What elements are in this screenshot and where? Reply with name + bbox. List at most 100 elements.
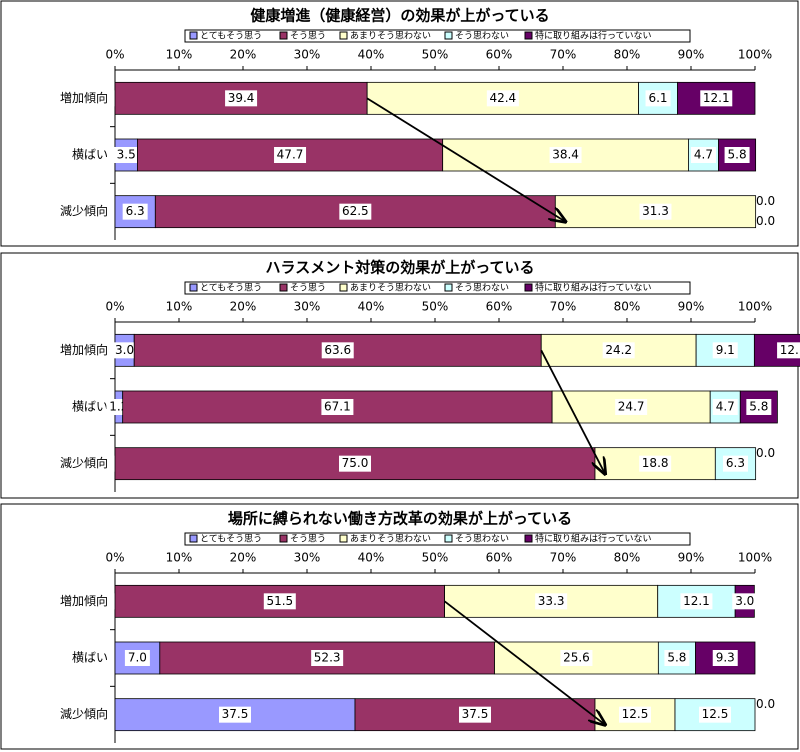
- x-tick-label: 60%: [486, 48, 513, 62]
- label-bg: [549, 147, 582, 163]
- label-bg: [712, 650, 738, 666]
- legend-label: とてもそう思う: [200, 31, 262, 42]
- data-label: 9.1: [716, 343, 735, 357]
- x-tick-label: 0%: [105, 551, 124, 565]
- legend-label: そう思う: [290, 31, 326, 42]
- data-label: 5.8: [667, 651, 686, 665]
- label-bg: [321, 342, 354, 359]
- x-tick-label: 30%: [294, 300, 321, 314]
- label-bg: [602, 342, 635, 359]
- bar-segment: [159, 641, 495, 675]
- panel: [0, 252, 799, 499]
- label-bg: [619, 706, 651, 723]
- x-tick-label: 40%: [358, 551, 385, 565]
- x-tick-label: 50%: [422, 48, 449, 62]
- category-label: 増加傾向: [60, 90, 108, 105]
- chart-title: 健康増進（健康経営）の効果が上がっている: [250, 7, 549, 25]
- label-bg: [746, 399, 772, 415]
- legend-label: そう思う: [290, 534, 326, 545]
- label-bg: [639, 203, 672, 220]
- data-label: 6.1: [648, 91, 667, 105]
- legend: [184, 29, 691, 43]
- data-label: 42.4: [489, 91, 516, 105]
- x-tick-label: 40%: [358, 48, 385, 62]
- legend-swatch: [339, 283, 348, 292]
- data-label: 67.1: [324, 400, 351, 414]
- data-label: 63.6: [324, 343, 351, 357]
- x-tick-label: 10%: [166, 48, 193, 62]
- legend-swatch: [279, 31, 288, 40]
- data-label: 24.7: [618, 400, 645, 414]
- label-bg: [724, 147, 750, 163]
- x-tick-label: 80%: [614, 48, 641, 62]
- label-bg: [680, 593, 713, 610]
- x-tick-label: 70%: [550, 551, 577, 565]
- bar-segment: [695, 641, 756, 675]
- data-label: 12.5: [702, 707, 729, 721]
- legend-label: あまりそう思わない: [350, 534, 431, 545]
- trend-arrow: [540, 349, 605, 473]
- data-label: 6.3: [126, 204, 145, 218]
- legend-label: そう思わない: [455, 283, 509, 294]
- data-label: 18.8: [642, 456, 669, 470]
- data-label: 12.1: [780, 343, 800, 357]
- label-bg: [615, 399, 648, 415]
- data-label: 6.3: [726, 456, 745, 470]
- label-bg: [459, 706, 491, 723]
- label-bg: [732, 593, 758, 610]
- x-tick-label: 80%: [614, 300, 641, 314]
- x-tick-label: 20%: [230, 48, 257, 62]
- data-label: 37.5: [222, 707, 249, 721]
- label-bg: [664, 650, 690, 666]
- data-label: 51.5: [266, 594, 293, 608]
- data-label: 37.5: [462, 707, 489, 721]
- label-bg: [339, 455, 371, 472]
- legend-swatch: [189, 534, 198, 543]
- data-label: 25.6: [563, 651, 590, 665]
- data-label: 3.0: [115, 343, 134, 357]
- data-label: 0.0: [756, 214, 775, 228]
- data-label: 31.3: [642, 204, 669, 218]
- label-bg: [699, 706, 731, 723]
- legend-label: 特に取り組みは行っていない: [535, 533, 652, 545]
- legend-label: とてもそう思う: [200, 283, 262, 294]
- legend-swatch: [444, 31, 453, 40]
- legend-label: そう思う: [290, 283, 326, 294]
- data-label: 12.5: [622, 707, 649, 721]
- label-bg: [219, 706, 251, 723]
- data-label: 4.7: [716, 400, 735, 414]
- label-bg: [339, 203, 372, 220]
- legend-swatch: [279, 534, 288, 543]
- data-label: 33.3: [538, 594, 565, 608]
- panel: [0, 0, 799, 247]
- x-tick-label: 50%: [422, 300, 449, 314]
- legend-label: とてもそう思う: [200, 534, 262, 545]
- legend-label: あまりそう思わない: [350, 283, 431, 294]
- category-label: 増加傾向: [60, 593, 108, 608]
- chart-title: ハラスメント対策の効果が上がっている: [266, 259, 535, 277]
- data-label: 5.8: [728, 148, 747, 162]
- label-bg: [311, 650, 344, 666]
- legend-swatch: [444, 283, 453, 292]
- label-bg: [535, 593, 568, 610]
- x-tick-label: 70%: [550, 300, 577, 314]
- label-bg: [274, 147, 307, 163]
- x-tick-label: 0%: [105, 300, 124, 314]
- x-tick-label: 100%: [738, 48, 772, 62]
- category-label: 減少傾向: [60, 455, 108, 470]
- legend-swatch: [339, 534, 348, 543]
- x-tick-label: 90%: [678, 48, 705, 62]
- data-label: 39.4: [228, 91, 255, 105]
- x-tick-label: 0%: [105, 48, 124, 62]
- legend-swatch: [339, 31, 348, 40]
- label-bg: [113, 147, 139, 163]
- category-label: 減少傾向: [60, 706, 108, 721]
- legend-swatch: [279, 283, 288, 292]
- legend-swatch: [524, 31, 533, 40]
- panel: [0, 503, 799, 750]
- x-tick-label: 30%: [294, 551, 321, 565]
- category-label: 横ばい: [72, 651, 108, 665]
- x-tick-label: 20%: [230, 551, 257, 565]
- data-label: 75.0: [342, 456, 369, 470]
- x-tick-label: 20%: [230, 300, 257, 314]
